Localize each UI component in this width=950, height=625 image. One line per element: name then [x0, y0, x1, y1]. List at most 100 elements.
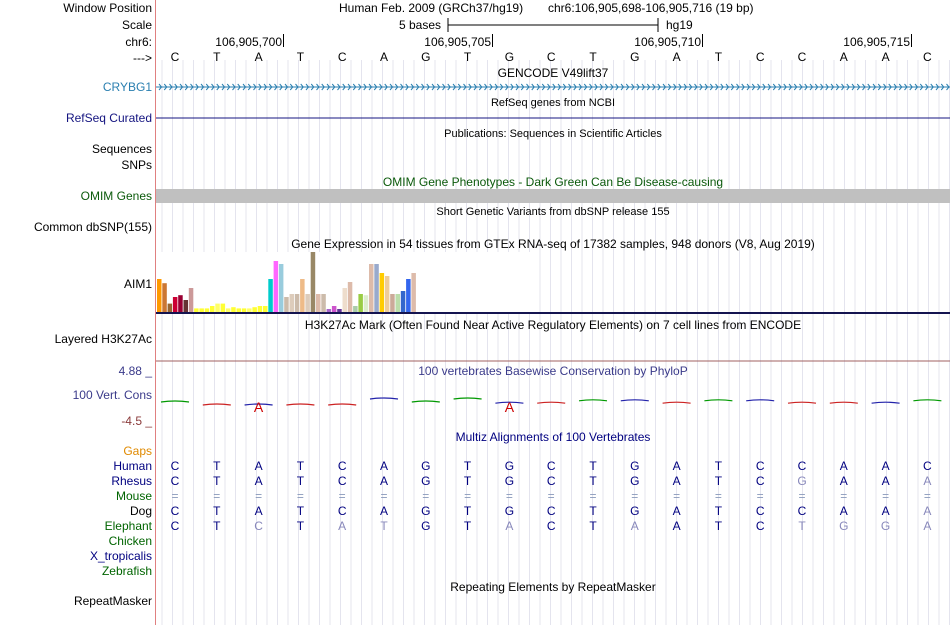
- strand-chevron: [415, 83, 420, 91]
- strand-chevron: [226, 83, 231, 91]
- strand-chevron: [536, 83, 541, 91]
- gtex-tissue-bar: [162, 283, 167, 312]
- gtex-tissue-bar: [247, 308, 252, 312]
- phylop-score-mark: [787, 401, 817, 404]
- alignment-base: T: [213, 459, 221, 473]
- track-label-repeatmasker[interactable]: RepeatMasker: [73, 594, 152, 608]
- reference-base: G: [421, 50, 431, 64]
- strand-chevron: [694, 83, 698, 91]
- gtex-tissue-bar: [278, 264, 284, 312]
- track-label-snps[interactable]: SNPs: [121, 158, 152, 172]
- ruler-tick-label: 106,905,700: [215, 35, 282, 49]
- strand-chevron: [531, 83, 535, 91]
- track-label-sequences[interactable]: Sequences: [91, 142, 152, 156]
- track-label-dbsnp[interactable]: Common dbSNP(155): [33, 220, 152, 234]
- refseq-gene-line[interactable]: [156, 117, 950, 121]
- strand-chevron: [499, 83, 504, 91]
- reference-base: C: [337, 50, 347, 64]
- strand-chevron: [279, 83, 283, 91]
- strand-chevron: [657, 83, 661, 91]
- strand-chevron: [379, 83, 383, 91]
- species-label-chicken[interactable]: Chicken: [108, 534, 152, 548]
- gtex-tissue-bar: [379, 273, 385, 312]
- alignment-base: T: [714, 519, 723, 533]
- gtex-tissue-bar: [353, 306, 358, 312]
- strand-chevron: [652, 83, 656, 91]
- strand-chevron: [704, 83, 709, 91]
- alignment-base: =: [882, 489, 890, 503]
- alignment-base: G: [880, 519, 891, 533]
- species-label-elephant[interactable]: Elephant: [104, 519, 152, 533]
- alignment-base: C: [337, 504, 347, 518]
- phylop-score-mark: [662, 401, 691, 404]
- alignment-base: A: [839, 474, 848, 488]
- species-label-x_tropicalis[interactable]: X_tropicalis: [89, 549, 152, 563]
- alignment-base: =: [464, 489, 472, 503]
- strand-chevron: [946, 83, 950, 91]
- gtex-tissue-bar: [236, 308, 241, 312]
- gtex-bar-chart[interactable]: [156, 250, 950, 320]
- track-area[interactable]: Human Feb. 2009 (GRCh37/hg19) chr6:106,9…: [156, 0, 950, 625]
- phylop-logo-letter: A: [505, 399, 515, 415]
- alignment-base: G: [504, 504, 515, 518]
- strand-chevron: [725, 83, 730, 91]
- ruler-tick-label: 106,905,710: [634, 35, 701, 49]
- strand-chevron: [862, 83, 866, 91]
- strand-chevron: [872, 83, 877, 91]
- strand-chevron: [489, 83, 493, 91]
- alignment-base: =: [756, 489, 764, 503]
- strand-chevron: [856, 83, 861, 91]
- strand-chevron: [841, 83, 845, 91]
- track-label-aim1[interactable]: AIM1: [123, 277, 152, 291]
- species-label-dog[interactable]: Dog: [129, 504, 152, 518]
- phylop-min-label: -4.5 _: [121, 414, 152, 428]
- alignment-base: A: [881, 504, 890, 518]
- alignment-base: A: [672, 459, 681, 473]
- strand-chevron: [883, 83, 887, 91]
- phylop-score-mark: [537, 401, 566, 404]
- track-label-gaps[interactable]: Gaps: [123, 444, 152, 458]
- track-label-h3k27ac[interactable]: Layered H3K27Ac: [54, 332, 152, 346]
- strand-chevron: [316, 83, 320, 91]
- gtex-tissue-bar: [194, 308, 199, 312]
- gtex-tissue-bar: [215, 303, 220, 312]
- crybg1-gene-line[interactable]: [156, 81, 950, 93]
- strand-chevron: [678, 83, 682, 91]
- alignment-base: G: [421, 504, 431, 518]
- ruler-tick-label: 106,905,715: [843, 35, 910, 49]
- species-label-rhesus[interactable]: Rhesus: [111, 474, 152, 488]
- strand-chevron: [877, 83, 882, 91]
- strand-chevron: [662, 83, 667, 91]
- omim-gene-bar[interactable]: [156, 189, 950, 203]
- track-label-vert-cons[interactable]: 100 Vert. Cons: [72, 388, 152, 402]
- track-label-crybg1[interactable]: CRYBG1: [102, 80, 152, 94]
- alignment-base: T: [296, 504, 305, 518]
- strand-chevron: [426, 83, 430, 91]
- species-label-mouse[interactable]: Mouse: [115, 489, 152, 503]
- phylop-score-mark: [328, 403, 357, 406]
- gtex-tissue-bar: [406, 279, 411, 312]
- strand-chevron: [368, 83, 373, 91]
- strand-chevron: [919, 83, 924, 91]
- track-label-omim[interactable]: OMIM Genes: [80, 189, 152, 203]
- species-label-human[interactable]: Human: [113, 459, 152, 473]
- alignment-base: C: [546, 459, 556, 473]
- reference-base: T: [714, 50, 723, 64]
- reference-base: T: [589, 50, 597, 64]
- species-label-zebrafish[interactable]: Zebrafish: [101, 564, 152, 578]
- track-label-refseq[interactable]: RefSeq Curated: [65, 111, 152, 125]
- strand-chevron: [457, 83, 462, 91]
- strand-chevron: [274, 83, 278, 91]
- alignment-base: A: [923, 504, 932, 518]
- gtex-tissue-bar: [172, 297, 178, 312]
- phylop-logo-letter: A: [254, 399, 264, 415]
- strand-chevron: [940, 83, 945, 91]
- strand-chevron: [247, 83, 252, 91]
- reference-base: G: [630, 50, 640, 64]
- gtex-tissue-bar: [241, 308, 247, 312]
- alignment-base: T: [213, 504, 221, 518]
- alignment-base: A: [379, 504, 388, 518]
- strand-chevron: [804, 83, 808, 91]
- alignment-base: C: [170, 459, 180, 473]
